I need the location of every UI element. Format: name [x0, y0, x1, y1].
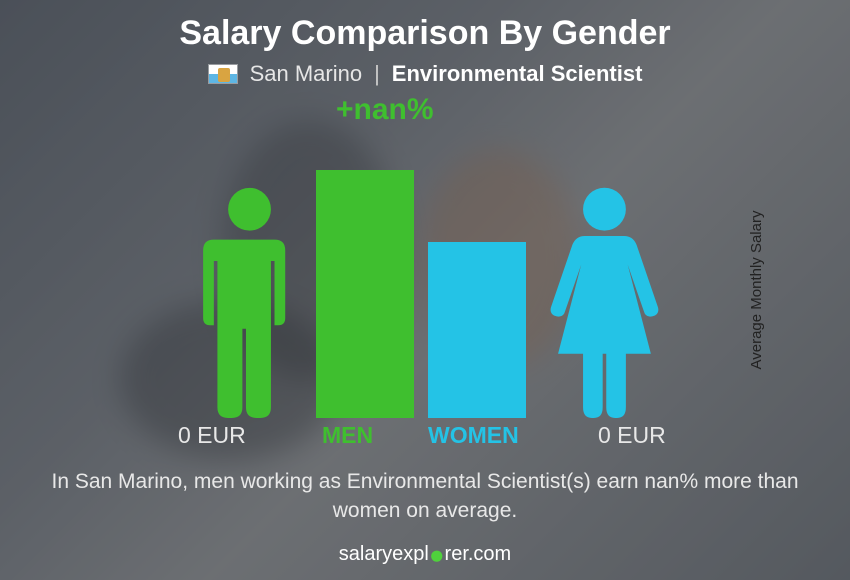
site-credit: salaryexpl●rer.com	[339, 543, 511, 566]
bottom-labels: 0 EUR MEN WOMEN 0 EUR	[0, 422, 850, 452]
men-salary-label: 0 EUR	[178, 422, 246, 449]
country-name: San Marino	[250, 61, 363, 87]
women-label: WOMEN	[428, 422, 519, 449]
men-bar	[316, 170, 414, 418]
chart-area: +nan% 0 EUR MEN WOMEN 0 EUR	[0, 93, 850, 464]
y-axis-label: Average Monthly Salary	[748, 211, 765, 370]
flag-icon	[208, 64, 238, 84]
job-title: Environmental Scientist	[392, 61, 643, 87]
percent-diff-label: +nan%	[336, 93, 434, 127]
men-label: MEN	[322, 422, 373, 449]
man-icon	[196, 186, 303, 418]
summary-text: In San Marino, men working as Environmen…	[0, 468, 850, 525]
page-title: Salary Comparison By Gender	[179, 14, 670, 53]
separator: |	[374, 61, 380, 87]
woman-icon	[542, 186, 667, 418]
subtitle-row: San Marino | Environmental Scientist	[208, 61, 643, 87]
women-salary-label: 0 EUR	[598, 422, 666, 449]
logo-dot-icon: ●	[429, 540, 445, 570]
women-bar	[428, 242, 526, 418]
